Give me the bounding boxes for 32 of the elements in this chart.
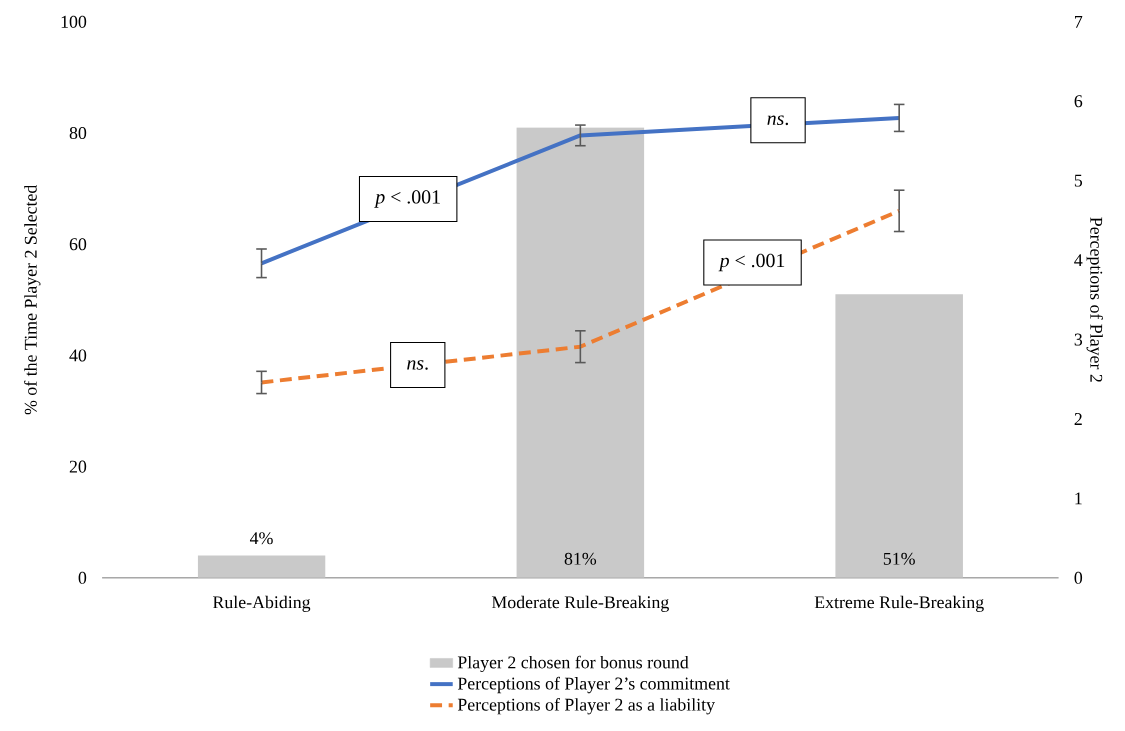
x-tick-label: Moderate Rule-Breaking — [491, 595, 669, 612]
bar — [516, 127, 645, 578]
annotation: ns. — [767, 115, 789, 125]
y2-tick-label: 0 — [1074, 571, 1083, 584]
annotation: p < .001 — [374, 190, 440, 208]
bar — [197, 555, 326, 578]
y2-tick-label: 6 — [1074, 95, 1083, 107]
y-tick-label: 60 — [69, 237, 87, 250]
data-label: 4% — [249, 531, 273, 545]
legend-label: Perceptions of Player 2’s commitment — [457, 676, 730, 694]
y-tick-label: 20 — [69, 460, 87, 473]
y2-tick-label: 1 — [1075, 492, 1082, 505]
y-tick-label: 100 — [61, 15, 87, 28]
y2-tick-label: 3 — [1074, 333, 1083, 346]
annotation: p < .001 — [718, 253, 785, 271]
annotation: ns. — [407, 359, 428, 370]
y-tick-label: 40 — [69, 349, 87, 362]
bar — [835, 294, 963, 578]
y2-tick-label: 7 — [1075, 15, 1083, 28]
y-axis-title: % of the Time Player 2 Selected — [24, 184, 41, 415]
data-label: 81% — [564, 552, 597, 565]
x-tick-label: Extreme Rule-Breaking — [814, 595, 984, 612]
data-label: 51% — [883, 552, 915, 565]
y-tick-label: 80 — [69, 126, 87, 139]
x-tick-label: Rule-Abiding — [212, 595, 311, 612]
y-tick-label: 0 — [78, 571, 87, 584]
y2-axis-title: Perceptions of Player 2 — [1086, 217, 1103, 382]
y2-tick-label: 2 — [1074, 412, 1082, 425]
legend-label: Player 2 chosen for bonus round — [457, 655, 689, 672]
legend-label: Perceptions of Player 2 as a liability — [457, 697, 715, 715]
y2-tick-label: 4 — [1074, 254, 1083, 266]
y2-tick-label: 5 — [1074, 174, 1083, 187]
